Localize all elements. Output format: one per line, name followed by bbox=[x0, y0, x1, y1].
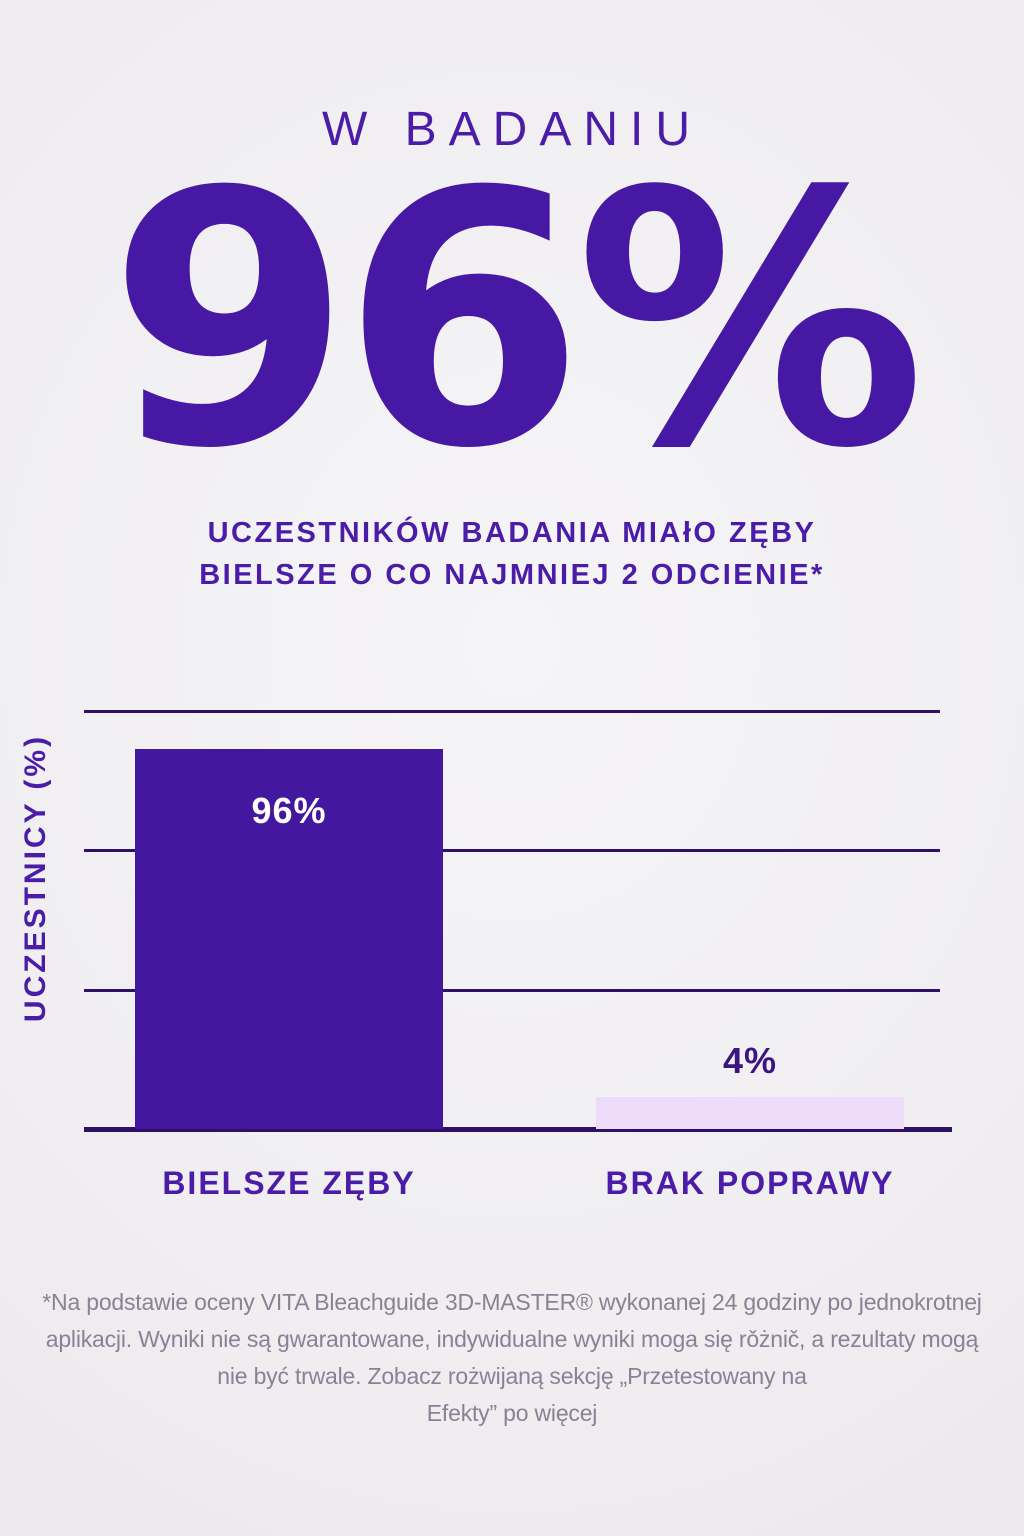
gridline-70 bbox=[84, 849, 940, 853]
headline-stat: 96% bbox=[108, 117, 926, 525]
bar-bielsze-zęby bbox=[135, 748, 443, 1129]
footnote-line-3: nie być trwale. Zobacz rożwijaną sekcję … bbox=[217, 1363, 807, 1389]
footnote-line-2: aplikacji. Wyniki nie są gwarantowane, i… bbox=[45, 1326, 979, 1352]
footnote: *Na podstawie oceny VITA Bleachguide 3D-… bbox=[0, 1284, 1024, 1432]
footnote-line-1: *Na podstawie oceny VITA Bleachguide 3D-… bbox=[42, 1289, 982, 1315]
subtitle-line-1: UCZESTNIKÓW BADANIA MIAłO ZĘBY bbox=[207, 517, 817, 549]
x-axis-label-bielsze-zęby: BIELSZE ZĘBY bbox=[162, 1165, 416, 1201]
gridline-35 bbox=[84, 988, 940, 992]
footnote-line-4: Efekty” po więcej bbox=[426, 1400, 598, 1426]
subtitle-line-2: BIELSZE O CO NAJMNIEJ 2 ODCIENIE* bbox=[199, 559, 825, 591]
gridline-105 bbox=[84, 710, 940, 713]
bar-value-label-bielsze-zęby: 96% bbox=[251, 789, 327, 831]
x-axis-label-brak-poprawy: BRAK POPRAWY bbox=[605, 1165, 895, 1201]
x-axis-line bbox=[84, 1126, 952, 1132]
bar-brak-poprawy bbox=[596, 1097, 904, 1129]
y-axis-label: UCZESTNICY (%) bbox=[19, 733, 52, 1023]
bar-value-label-brak-poprawy: 4% bbox=[722, 1040, 778, 1081]
subtitle: UCZESTNIKÓW BADANIA MIAłO ZĘBY BIELSZE O… bbox=[0, 512, 1024, 596]
page-title: W BADANIU bbox=[321, 103, 702, 156]
